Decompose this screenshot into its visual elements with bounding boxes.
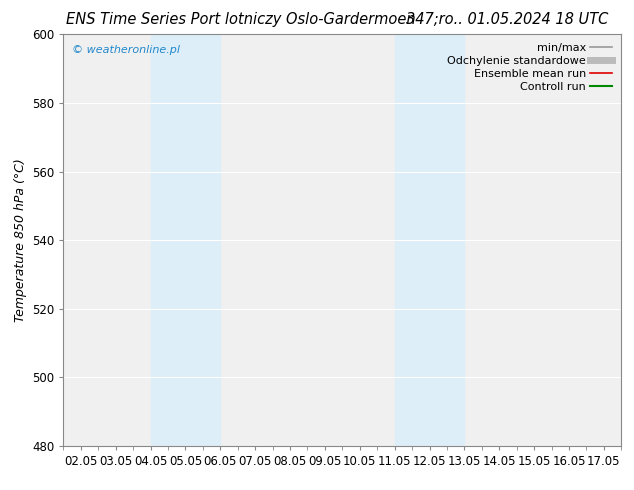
Legend: min/max, Odchylenie standardowe, Ensemble mean run, Controll run: min/max, Odchylenie standardowe, Ensembl… [444,40,616,95]
Text: 347;ro.. 01.05.2024 18 UTC: 347;ro.. 01.05.2024 18 UTC [406,12,609,27]
Text: ENS Time Series Port lotniczy Oslo-Gardermoen: ENS Time Series Port lotniczy Oslo-Garde… [66,12,416,27]
Y-axis label: Temperature 850 hPa (°C): Temperature 850 hPa (°C) [13,158,27,322]
Bar [394,34,464,446]
Text: © weatheronline.pl: © weatheronline.pl [72,45,180,54]
Bar [150,34,221,446]
